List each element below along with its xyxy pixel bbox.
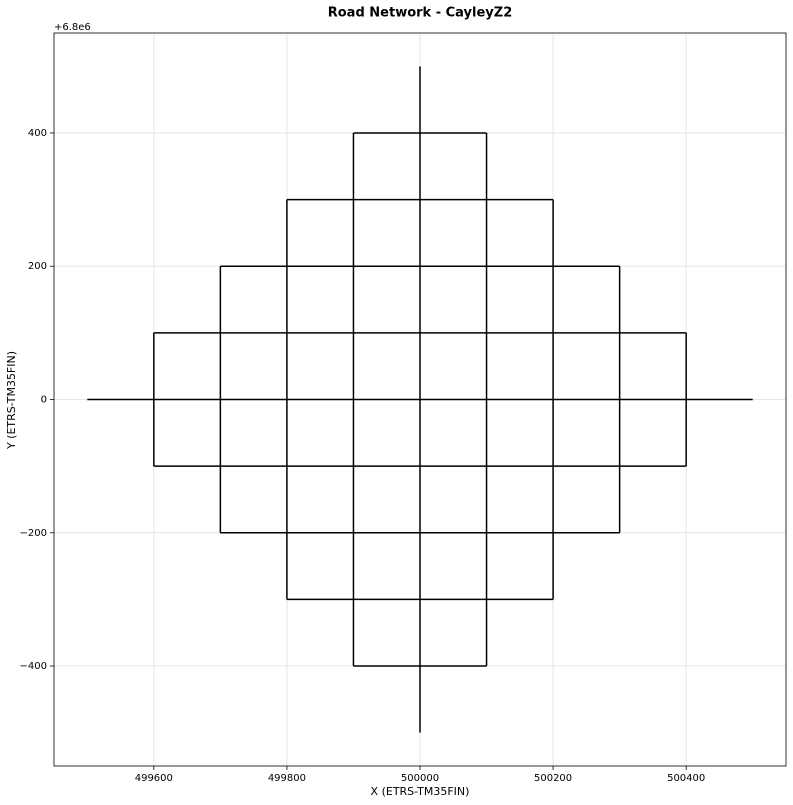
x-axis-label: X (ETRS-TM35FIN)	[371, 785, 470, 798]
x-tick-label: 500400	[667, 773, 705, 784]
x-tick-label: 500000	[401, 773, 439, 784]
y-tick-label: 200	[28, 261, 47, 272]
y-axis-label: Y (ETRS-TM35FIN)	[5, 351, 18, 450]
y-offset: +6.8e6	[54, 22, 91, 33]
axes-frame	[53, 32, 787, 767]
x-tick-label: 499600	[135, 773, 173, 784]
y-tick-label: 0	[41, 395, 47, 406]
y-tick-label: −200	[20, 528, 47, 539]
chart-title: Road Network - CayleyZ2	[328, 6, 513, 21]
y-tick-label: −400	[20, 661, 47, 672]
x-tick-label: 500200	[534, 773, 572, 784]
y-tick-label: 400	[28, 128, 47, 139]
x-tick-label: 499800	[268, 773, 306, 784]
